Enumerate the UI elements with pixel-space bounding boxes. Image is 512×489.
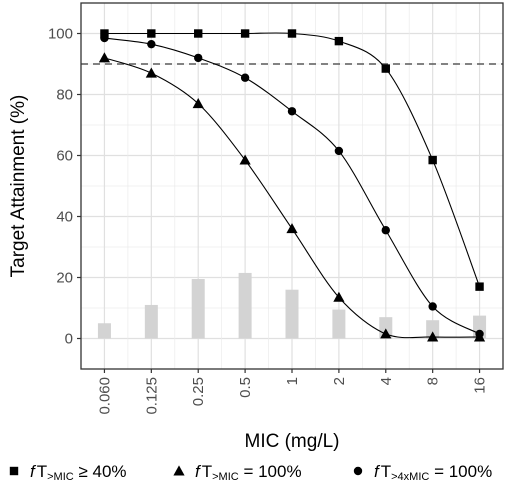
legend-suffix: ≥ 40% xyxy=(74,462,127,481)
triangle-marker xyxy=(427,331,439,342)
y-tick-label: 60 xyxy=(56,148,73,165)
square-marker xyxy=(194,29,203,38)
x-tick-label: 0.25 xyxy=(190,377,207,406)
y-tick-label: 40 xyxy=(56,209,73,226)
legend-label: f T>MIC ≥ 40% xyxy=(30,462,127,483)
x-tick-label: 0.125 xyxy=(143,377,160,415)
legend-main: T xyxy=(37,462,47,481)
mic-distribution-bar xyxy=(238,272,252,339)
square-marker xyxy=(287,29,297,38)
x-axis-title: MIC (mg/L) xyxy=(245,431,340,452)
triangle-marker xyxy=(286,223,298,234)
legend-suffix: = 100% xyxy=(239,462,302,481)
legend-main: T xyxy=(202,462,212,481)
mic-distribution-bar xyxy=(191,279,205,339)
circle-marker xyxy=(100,33,109,43)
y-tick-label: 100 xyxy=(48,26,73,43)
square-marker xyxy=(9,466,19,476)
triangle-marker xyxy=(380,328,392,339)
x-tick-label: 0.060 xyxy=(96,377,113,415)
triangle-marker xyxy=(192,98,204,109)
square-marker xyxy=(334,36,344,46)
y-axis-ticks: 0 20 40 60 80 100 xyxy=(48,26,81,348)
y-axis-title: Target Attainment (%) xyxy=(8,95,29,278)
mic-distribution-bar xyxy=(97,323,111,339)
mic-distribution-bar xyxy=(426,320,440,339)
x-tick-label: 16 xyxy=(472,377,489,394)
mic-distribution-bar xyxy=(144,304,158,339)
square-marker xyxy=(428,155,437,165)
square-marker xyxy=(100,29,109,38)
series-lines xyxy=(98,29,486,342)
circle-marker xyxy=(147,39,156,49)
square-marker xyxy=(475,282,484,291)
legend-item-square: f T>MIC ≥ 40% xyxy=(9,462,127,483)
square-marker xyxy=(381,64,390,73)
legend-label: f T>MIC = 100% xyxy=(195,462,302,483)
square-marker xyxy=(147,29,156,38)
y-tick-label: 80 xyxy=(56,87,73,104)
mic-distribution-bar xyxy=(285,289,299,339)
y-tick-label: 20 xyxy=(56,270,73,287)
legend-main: T xyxy=(381,462,391,481)
x-axis-ticks: 0.060 0.125 0.25 0.5 1 2 4 8 16 xyxy=(96,369,489,415)
circle-marker xyxy=(334,146,344,156)
circle-marker xyxy=(194,53,203,63)
triangle-marker xyxy=(173,465,185,476)
x-tick-label: 2 xyxy=(331,377,348,385)
triangle-marker xyxy=(239,154,251,165)
circle-marker xyxy=(381,226,390,235)
x-tick-label: 8 xyxy=(425,377,442,385)
circle-marker xyxy=(240,73,250,82)
square-marker xyxy=(240,29,250,38)
circle-marker xyxy=(428,302,437,311)
legend-suffix: = 100% xyxy=(429,462,492,481)
series-line-circle xyxy=(104,37,480,335)
x-tick-label: 0.5 xyxy=(237,377,254,398)
y-tick-label: 0 xyxy=(65,331,73,348)
mic-distribution-bar xyxy=(332,309,346,339)
legend-sub: >4xMIC xyxy=(391,471,429,483)
triangle-marker xyxy=(98,52,111,63)
legend-prefix: f xyxy=(195,462,202,481)
series-square xyxy=(100,29,484,291)
legend-item-circle: f T>4xMIC = 100% xyxy=(353,462,492,483)
x-tick-label: 4 xyxy=(378,377,395,385)
series-circle xyxy=(100,33,484,339)
circle-marker xyxy=(353,466,363,476)
circle-marker xyxy=(475,329,484,339)
series-triangle xyxy=(98,52,486,342)
x-tick-label: 1 xyxy=(284,377,301,385)
legend-sub: >MIC xyxy=(212,471,239,483)
triangle-marker xyxy=(145,67,157,78)
triangle-marker xyxy=(333,291,345,302)
legend-label: f T>4xMIC = 100% xyxy=(374,462,492,483)
legend-item-triangle: f T>MIC = 100% xyxy=(173,462,302,483)
mic-distribution-bar xyxy=(379,317,393,339)
legend-sub: >MIC xyxy=(47,471,74,483)
legend-prefix: f xyxy=(374,462,381,481)
legend: f T>MIC ≥ 40% f T>MIC = 100% f T>4xMIC = 100% xyxy=(9,462,492,483)
legend-prefix: f xyxy=(30,462,37,481)
circle-marker xyxy=(287,107,297,116)
